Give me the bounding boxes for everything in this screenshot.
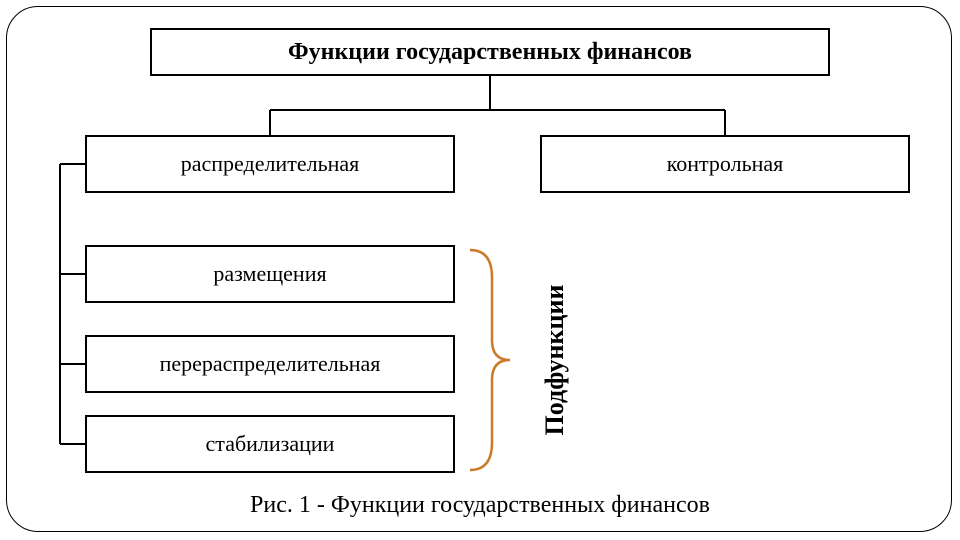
box-title-text: Функции государственных финансов: [288, 39, 692, 66]
figure-caption-text: Рис. 1 - Функции государственных финансо…: [250, 492, 710, 518]
box-left3-text: перераспределительная: [160, 351, 381, 377]
subfunctions-label-text: Подфункции: [540, 285, 569, 436]
box-redistribution: перераспределительная: [85, 335, 455, 393]
box-control: контрольная: [540, 135, 910, 193]
figure-caption: Рис. 1 - Функции государственных финансо…: [170, 492, 790, 519]
box-left2-text: размещения: [213, 261, 326, 287]
box-left4-text: стабилизации: [206, 431, 335, 457]
box-right1-text: контрольная: [667, 151, 784, 177]
box-title: Функции государственных финансов: [150, 28, 830, 76]
box-distributive: распределительная: [85, 135, 455, 193]
box-left1-text: распределительная: [181, 151, 360, 177]
box-stabilization: стабилизации: [85, 415, 455, 473]
box-allocation: размещения: [85, 245, 455, 303]
subfunctions-label: Подфункции: [540, 260, 570, 460]
